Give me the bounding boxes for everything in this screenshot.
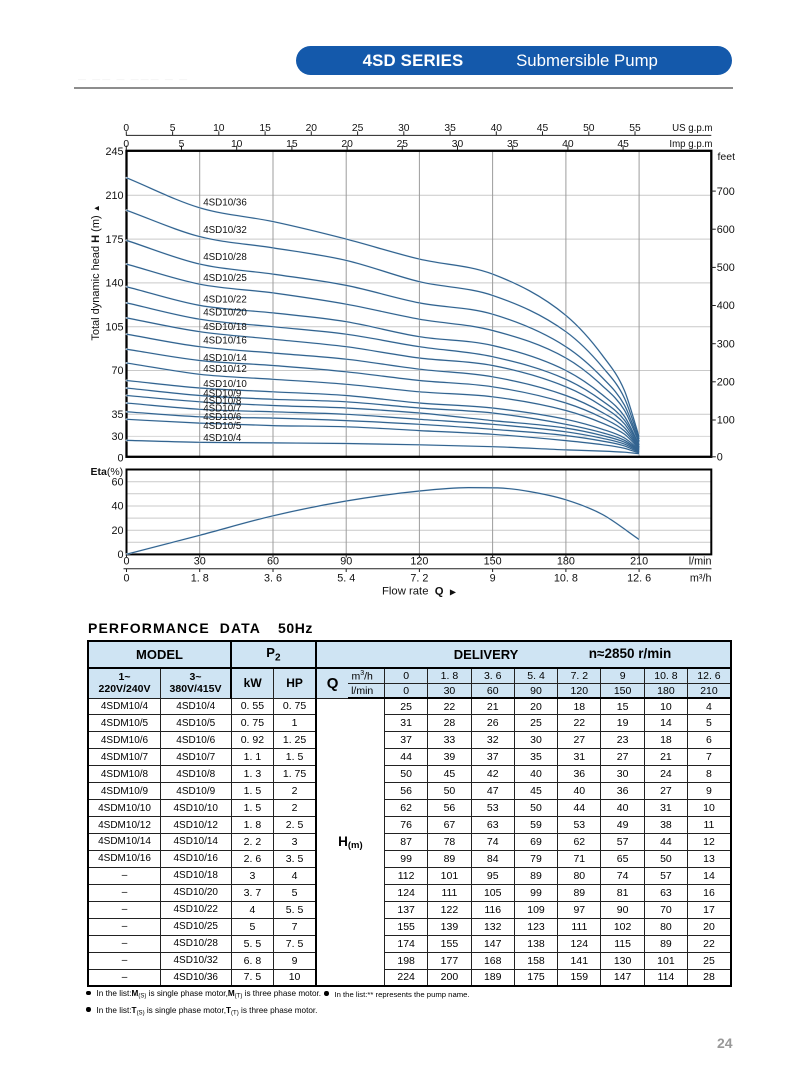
svg-text:180: 180 xyxy=(557,556,575,568)
svg-text:4SD10/10: 4SD10/10 xyxy=(203,379,247,390)
svg-text:0: 0 xyxy=(117,549,123,561)
svg-text:20: 20 xyxy=(306,123,318,134)
svg-text:4SD10/5: 4SD10/5 xyxy=(203,421,242,432)
svg-text:25: 25 xyxy=(352,123,364,134)
svg-text:400: 400 xyxy=(717,300,735,312)
svg-text:150: 150 xyxy=(484,556,502,568)
svg-text:200: 200 xyxy=(717,377,735,389)
svg-text:60: 60 xyxy=(267,556,279,568)
svg-text:4SD10/28: 4SD10/28 xyxy=(203,252,247,263)
svg-text:9: 9 xyxy=(490,572,496,584)
svg-text:300: 300 xyxy=(717,338,735,350)
svg-text:35: 35 xyxy=(444,123,456,134)
svg-text:0: 0 xyxy=(717,452,723,464)
svg-text:4SD10/8: 4SD10/8 xyxy=(203,396,242,407)
svg-text:5: 5 xyxy=(170,123,176,134)
svg-text:4SD10/4: 4SD10/4 xyxy=(203,433,242,444)
svg-text:m³/h: m³/h xyxy=(690,572,712,584)
svg-text:4SD10/20: 4SD10/20 xyxy=(203,308,247,319)
svg-text:20: 20 xyxy=(341,139,353,150)
svg-text:15: 15 xyxy=(259,123,271,134)
svg-text:30: 30 xyxy=(194,556,206,568)
svg-text:1. 8: 1. 8 xyxy=(191,572,209,584)
svg-text:45: 45 xyxy=(617,139,629,150)
svg-text:7. 2: 7. 2 xyxy=(410,572,428,584)
svg-text:40: 40 xyxy=(111,501,123,513)
svg-text:100: 100 xyxy=(717,415,735,427)
svg-text:10: 10 xyxy=(213,123,225,134)
svg-text:4SD10/14: 4SD10/14 xyxy=(203,353,247,364)
svg-text:12. 6: 12. 6 xyxy=(627,572,651,584)
svg-text:30: 30 xyxy=(111,431,123,443)
svg-text:500: 500 xyxy=(717,262,735,274)
svg-text:35: 35 xyxy=(507,139,519,150)
svg-text:700: 700 xyxy=(717,186,735,198)
svg-text:210: 210 xyxy=(630,556,648,568)
svg-text:175: 175 xyxy=(105,234,123,246)
svg-text:45: 45 xyxy=(537,123,549,134)
svg-text:4SD10/25: 4SD10/25 xyxy=(203,273,247,284)
svg-text:35: 35 xyxy=(111,409,123,421)
svg-text:30: 30 xyxy=(452,139,464,150)
svg-text:10: 10 xyxy=(231,139,243,150)
svg-text:50: 50 xyxy=(583,123,595,134)
svg-text:l/min: l/min xyxy=(689,556,712,568)
svg-text:15: 15 xyxy=(286,139,298,150)
svg-text:60: 60 xyxy=(111,476,123,488)
svg-text:Eta(%): Eta(%) xyxy=(91,466,124,478)
svg-text:30: 30 xyxy=(398,123,410,134)
svg-text:0: 0 xyxy=(123,572,129,584)
svg-text:0: 0 xyxy=(117,453,123,465)
svg-text:40: 40 xyxy=(491,123,503,134)
svg-text:4SD10/22: 4SD10/22 xyxy=(203,294,247,305)
svg-text:4SD10/16: 4SD10/16 xyxy=(203,335,247,346)
svg-text:0: 0 xyxy=(123,556,129,568)
svg-text:4SD10/32: 4SD10/32 xyxy=(203,225,247,236)
svg-text:10. 8: 10. 8 xyxy=(554,572,578,584)
svg-text:90: 90 xyxy=(340,556,352,568)
svg-text:55: 55 xyxy=(629,123,641,134)
svg-text:Total dynamic head H (m) ▲: Total dynamic head H (m) ▲ xyxy=(90,204,102,340)
svg-text:US g.p.m: US g.p.m xyxy=(672,123,712,134)
svg-text:4SD10/6: 4SD10/6 xyxy=(203,412,242,423)
svg-text:5: 5 xyxy=(179,139,185,150)
svg-text:40: 40 xyxy=(562,139,574,150)
svg-text:4SD10/36: 4SD10/36 xyxy=(203,198,247,209)
svg-text:3. 6: 3. 6 xyxy=(264,572,282,584)
svg-text:4SD10/7: 4SD10/7 xyxy=(203,403,241,414)
svg-text:20: 20 xyxy=(111,525,123,537)
svg-text:0: 0 xyxy=(123,123,129,134)
svg-text:105: 105 xyxy=(105,321,123,333)
svg-text:25: 25 xyxy=(397,139,409,150)
svg-text:5. 4: 5. 4 xyxy=(337,572,355,584)
svg-text:120: 120 xyxy=(410,556,428,568)
svg-text:4SD10/12: 4SD10/12 xyxy=(203,364,247,375)
svg-text:600: 600 xyxy=(717,224,735,236)
svg-text:4SD10/18: 4SD10/18 xyxy=(203,322,247,333)
svg-text:210: 210 xyxy=(105,190,123,202)
svg-text:245: 245 xyxy=(105,146,123,158)
svg-text:feet: feet xyxy=(718,151,736,163)
svg-text:Flow rate Q ▶: Flow rate Q ▶ xyxy=(382,586,457,598)
svg-text:140: 140 xyxy=(105,278,123,290)
svg-text:Imp g.p.m: Imp g.p.m xyxy=(669,139,712,150)
svg-text:70: 70 xyxy=(111,365,123,377)
svg-text:4SD10/9: 4SD10/9 xyxy=(203,389,241,400)
svg-text:0: 0 xyxy=(123,139,129,150)
